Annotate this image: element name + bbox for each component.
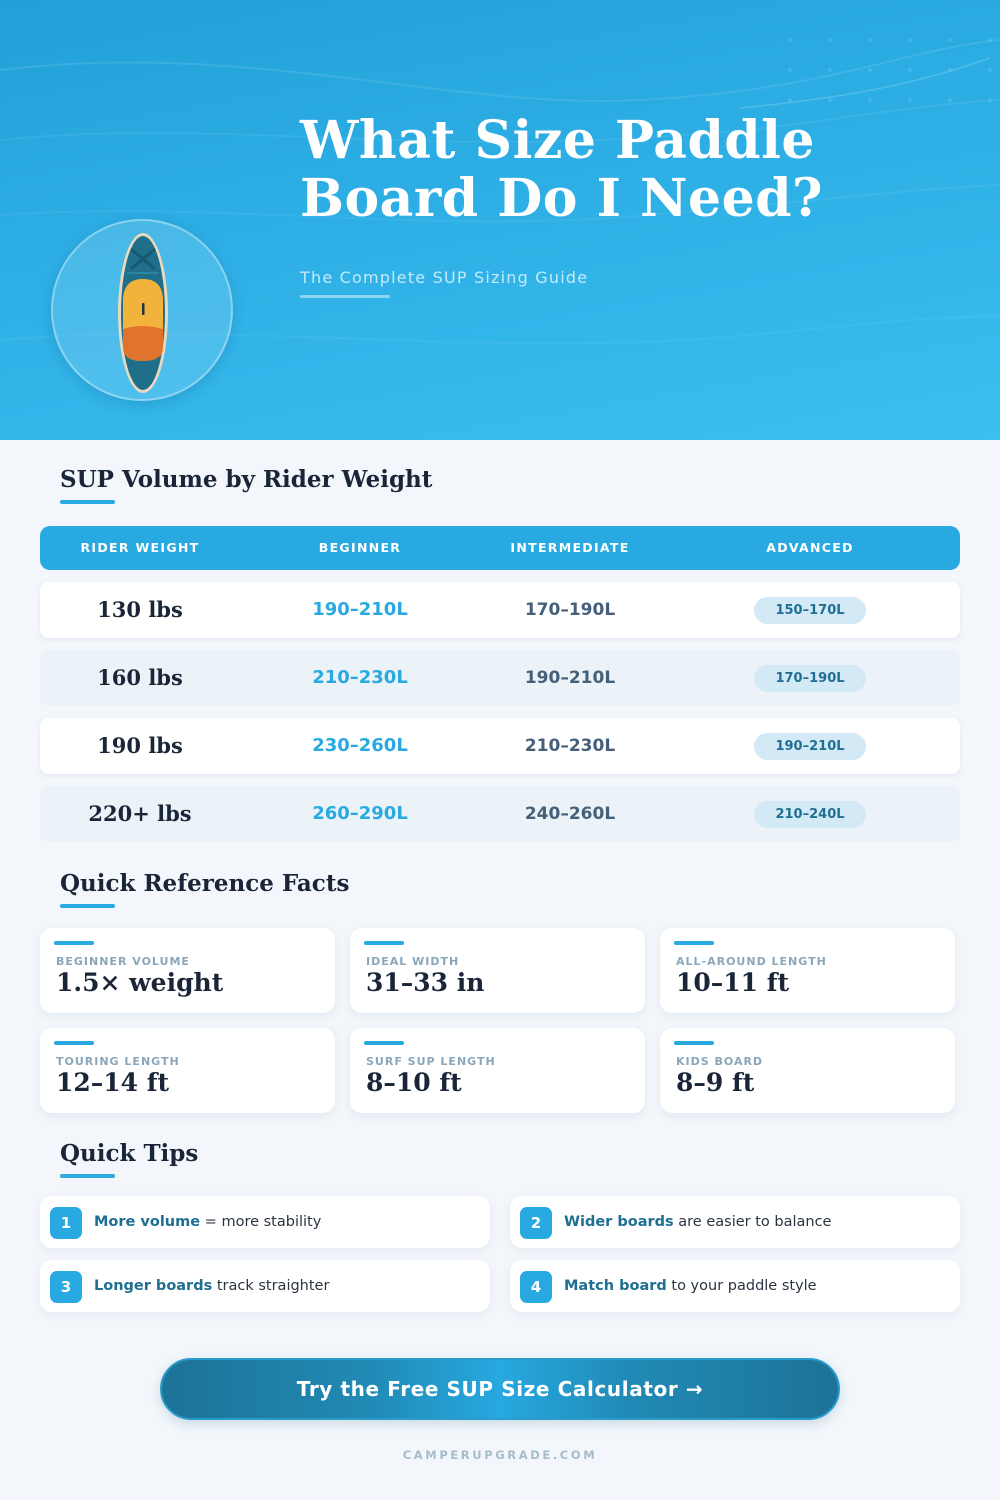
footer-site-name: CAMPERUPGRADE.COM	[402, 1448, 598, 1462]
tip-text: More volume = more stability	[94, 1196, 321, 1248]
rider-weight: 130 lbs	[97, 597, 183, 622]
tip-rest: = more stability	[200, 1214, 322, 1230]
tip-emphasis: Wider boards	[564, 1214, 674, 1230]
fact-label: SURF SUP LENGTH	[366, 1055, 496, 1068]
fact-card-touring-length: TOURING LENGTH 12–14 ft	[40, 1028, 335, 1113]
advanced-volume-badge: 190–210L	[754, 733, 866, 760]
tip-item: 2 Wider boards are easier to balance	[510, 1196, 960, 1248]
fact-value: 8–10 ft	[366, 1068, 462, 1097]
section-underline	[60, 500, 115, 504]
title-line-1: What Size Paddle	[300, 110, 815, 171]
advanced-volume-badge: 150–170L	[754, 597, 866, 624]
rider-weight: 190 lbs	[97, 733, 183, 758]
card-accent-bar	[364, 941, 404, 945]
beginner-volume: 260–290L	[312, 803, 408, 824]
card-accent-bar	[674, 941, 714, 945]
tip-item: 3 Longer boards track straighter	[40, 1260, 490, 1312]
intermediate-volume: 240–260L	[524, 804, 616, 824]
table-header: RIDER WEIGHT BEGINNER INTERMEDIATE ADVAN…	[40, 526, 960, 570]
tip-item: 4 Match board to your paddle style	[510, 1260, 960, 1312]
card-accent-bar	[54, 1041, 94, 1045]
column-header-beginner: BEGINNER	[318, 540, 402, 555]
fact-card-all-around-length: ALL-AROUND LENGTH 10–11 ft	[660, 928, 955, 1013]
table-row: 160 lbs 210–230L 190–210L 170–190L	[40, 650, 960, 706]
title-line-2: Board Do I Need?	[300, 168, 824, 229]
page-subtitle: The Complete SUP Sizing Guide	[300, 268, 589, 287]
card-accent-bar	[54, 941, 94, 945]
section-underline	[60, 1174, 115, 1178]
fact-value: 31–33 in	[366, 968, 485, 997]
fact-value: 8–9 ft	[676, 1068, 755, 1097]
fact-card-ideal-width: IDEAL WIDTH 31–33 in	[350, 928, 645, 1013]
tip-number-badge: 4	[520, 1271, 552, 1303]
fact-card-beginner-volume: BEGINNER VOLUME 1.5× weight	[40, 928, 335, 1013]
dot-grid-decoration	[740, 38, 992, 109]
facts-section-title: Quick Reference Facts	[60, 870, 350, 897]
tip-emphasis: More volume	[94, 1214, 201, 1230]
intermediate-volume: 190–210L	[524, 668, 616, 688]
tips-section-title: Quick Tips	[60, 1140, 199, 1167]
tip-number-badge: 1	[50, 1207, 82, 1239]
paddle-board-icon	[118, 233, 168, 393]
advanced-volume-badge: 210–240L	[754, 801, 866, 828]
fact-card-kids-board: KIDS BOARD 8–9 ft	[660, 1028, 955, 1113]
fact-label: ALL-AROUND LENGTH	[676, 955, 827, 968]
tip-number-badge: 3	[50, 1271, 82, 1303]
rider-weight: 220+ lbs	[88, 801, 192, 826]
rider-weight: 160 lbs	[97, 665, 183, 690]
tip-text: Wider boards are easier to balance	[564, 1196, 831, 1248]
table-row: 130 lbs 190–210L 170–190L 150–170L	[40, 582, 960, 638]
fact-label: KIDS BOARD	[676, 1055, 764, 1068]
tip-rest: are easier to balance	[673, 1214, 832, 1230]
tip-text: Longer boards track straighter	[94, 1260, 329, 1312]
subtitle-underline	[300, 295, 390, 298]
tip-item: 1 More volume = more stability	[40, 1196, 490, 1248]
beginner-volume: 230–260L	[312, 735, 408, 756]
tip-emphasis: Longer boards	[94, 1278, 213, 1294]
advanced-volume-badge: 170–190L	[754, 665, 866, 692]
table-row: 190 lbs 230–260L 210–230L 190–210L	[40, 718, 960, 774]
column-header-advanced: ADVANCED	[766, 540, 854, 555]
fact-label: BEGINNER VOLUME	[56, 955, 190, 968]
fact-label: IDEAL WIDTH	[366, 955, 460, 968]
column-header-intermediate: INTERMEDIATE	[510, 540, 630, 555]
page-title: What Size Paddle Board Do I Need?	[300, 112, 920, 228]
fact-value: 10–11 ft	[676, 968, 790, 997]
section-underline	[60, 904, 115, 908]
fact-label: TOURING LENGTH	[56, 1055, 180, 1068]
calculator-cta-button[interactable]: Try the Free SUP Size Calculator →	[160, 1358, 840, 1420]
beginner-volume: 210–230L	[312, 667, 408, 688]
intermediate-volume: 170–190L	[524, 600, 616, 620]
fact-value: 12–14 ft	[56, 1068, 170, 1097]
tip-text: Match board to your paddle style	[564, 1260, 817, 1312]
paddle-board-illustration	[51, 219, 233, 401]
hero-header: What Size Paddle Board Do I Need? The Co…	[0, 0, 1000, 440]
tip-rest: to your paddle style	[666, 1278, 817, 1294]
card-accent-bar	[674, 1041, 714, 1045]
beginner-volume: 190–210L	[312, 599, 408, 620]
tip-number-badge: 2	[520, 1207, 552, 1239]
fact-value: 1.5× weight	[56, 968, 224, 997]
column-header-rider-weight: RIDER WEIGHT	[80, 540, 200, 555]
fact-card-surf-sup-length: SURF SUP LENGTH 8–10 ft	[350, 1028, 645, 1113]
intermediate-volume: 210–230L	[524, 736, 616, 756]
tip-rest: track straighter	[212, 1278, 330, 1294]
volume-section-title: SUP Volume by Rider Weight	[60, 466, 433, 493]
table-row: 220+ lbs 260–290L 240–260L 210–240L	[40, 786, 960, 842]
tip-emphasis: Match board	[564, 1278, 667, 1294]
card-accent-bar	[364, 1041, 404, 1045]
